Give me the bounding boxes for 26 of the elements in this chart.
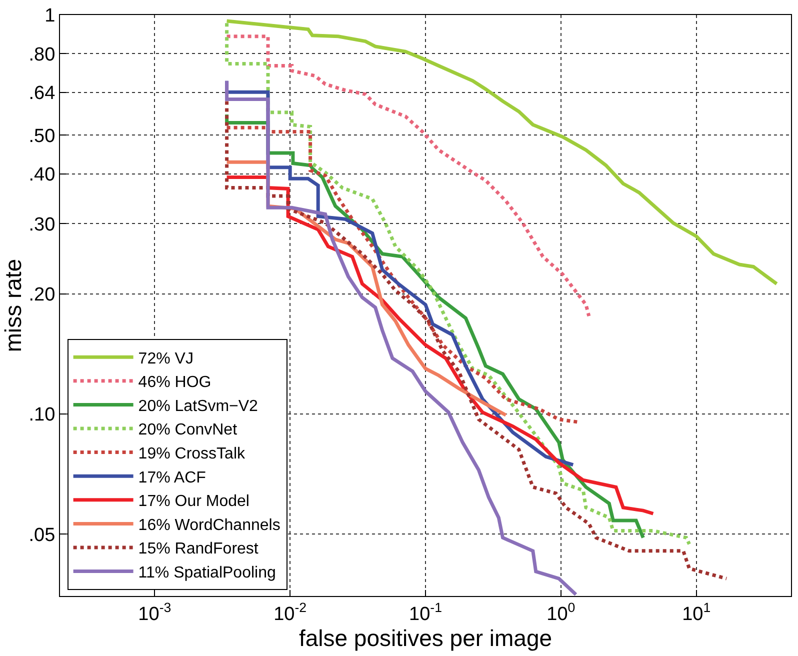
y-tick-label: .40 (28, 164, 56, 186)
y-tick-label: .64 (28, 83, 56, 104)
x-axis-title: false positives per image (298, 624, 552, 651)
y-tick-label: .05 (28, 524, 56, 546)
legend-label: 15% RandForest (138, 540, 259, 558)
legend-label: 19% CrossTalk (138, 446, 246, 463)
y-tick-label: .50 (28, 126, 56, 147)
y-axis-title: miss rate (0, 258, 26, 352)
x-tick-label: 10$^{-3}$ (138, 600, 172, 625)
legend-label: 46% HOG (138, 374, 212, 392)
legend-label: 17% ACF (138, 469, 206, 486)
legend-label: 16% WordChannels (138, 516, 280, 534)
y-tick-label: .30 (28, 214, 56, 236)
y-tick-label: .20 (28, 284, 56, 306)
legend-label: 20% ConvNet (138, 422, 238, 439)
legend-label: 17% Our Model (138, 493, 250, 510)
x-tick-label: 10$^{-2}$ (274, 600, 307, 625)
y-tick-label: 1 (44, 6, 56, 27)
legend-label: 11% SpatialPooling (138, 564, 276, 582)
legend-label: 20% LatSvm−V2 (138, 398, 258, 415)
x-tick-label: 10$^{0}$ (546, 600, 576, 625)
x-tick-label: 10$^{1}$ (682, 600, 711, 625)
y-tick-label: .10 (28, 404, 56, 426)
legend-label: 72% VJ (138, 350, 194, 368)
y-tick-label: .80 (28, 44, 56, 66)
x-tick-label: 10$^{-1}$ (409, 600, 442, 625)
